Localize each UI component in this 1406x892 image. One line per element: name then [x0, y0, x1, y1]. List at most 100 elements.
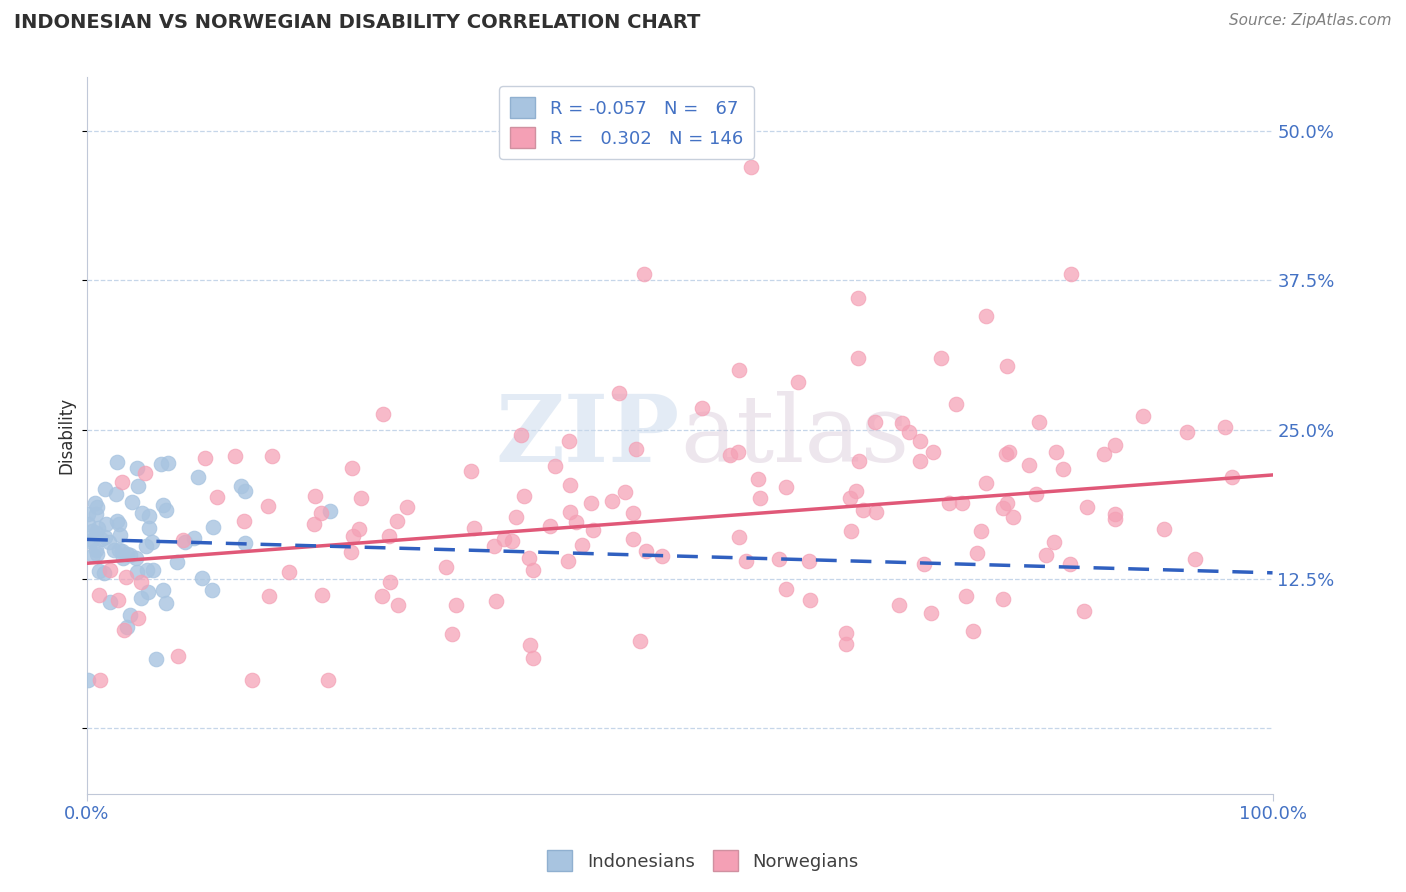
Point	[302, 517, 325, 532]
Point	[173, 535, 195, 549]
Point	[118, 548, 141, 562]
Point	[156, 456, 179, 470]
Point	[835, 625, 858, 640]
Point	[522, 650, 544, 665]
Point	[558, 505, 581, 519]
Point	[84, 526, 107, 541]
Point	[991, 501, 1014, 516]
Point	[624, 442, 647, 456]
Point	[775, 480, 797, 494]
Point	[152, 498, 174, 512]
Point	[129, 591, 152, 605]
Point	[747, 472, 769, 486]
Point	[974, 475, 997, 490]
Point	[690, 401, 713, 415]
Point	[77, 507, 100, 521]
Point	[118, 607, 141, 622]
Point	[347, 522, 370, 536]
Point	[841, 524, 863, 538]
Point	[991, 591, 1014, 606]
Point	[799, 593, 821, 607]
Point	[734, 554, 756, 568]
Point	[371, 589, 394, 603]
Point	[114, 570, 136, 584]
Point	[127, 565, 149, 579]
Text: INDONESIAN VS NORWEGIAN DISABILITY CORRELATION CHART: INDONESIAN VS NORWEGIAN DISABILITY CORRE…	[14, 13, 700, 32]
Point	[1104, 438, 1126, 452]
Point	[242, 673, 264, 688]
Point	[111, 543, 134, 558]
Point	[838, 491, 860, 505]
Point	[1028, 415, 1050, 429]
Point	[108, 542, 131, 557]
Point	[517, 551, 540, 566]
Point	[190, 571, 212, 585]
Point	[387, 514, 409, 528]
Point	[105, 455, 128, 469]
Point	[187, 470, 209, 484]
Point	[152, 582, 174, 597]
Point	[194, 450, 217, 465]
Point	[1092, 447, 1115, 461]
Point	[1184, 552, 1206, 566]
Point	[1059, 557, 1081, 571]
Point	[558, 478, 581, 492]
Point	[966, 546, 988, 560]
Point	[922, 445, 945, 459]
Point	[718, 448, 741, 462]
Point	[571, 537, 593, 551]
Point	[112, 623, 135, 637]
Text: Source: ZipAtlas.com: Source: ZipAtlas.com	[1229, 13, 1392, 29]
Point	[105, 514, 128, 528]
Point	[278, 566, 301, 580]
Point	[340, 461, 363, 475]
Point	[350, 491, 373, 506]
Point	[889, 598, 911, 612]
Point	[111, 475, 134, 489]
Point	[86, 500, 108, 514]
Point	[908, 453, 931, 467]
Point	[628, 634, 651, 648]
Point	[98, 595, 121, 609]
Point	[920, 606, 942, 620]
Point	[945, 397, 967, 411]
Point	[510, 427, 533, 442]
Point	[908, 434, 931, 448]
Legend: R = -0.057   N =   67, R =   0.302   N = 146: R = -0.057 N = 67, R = 0.302 N = 146	[499, 87, 754, 159]
Point	[1018, 458, 1040, 472]
Point	[1002, 510, 1025, 524]
Point	[316, 673, 339, 688]
Point	[84, 543, 107, 558]
Legend: Indonesians, Norwegians: Indonesians, Norwegians	[540, 843, 866, 879]
Point	[396, 500, 419, 514]
Point	[557, 434, 579, 449]
Point	[340, 545, 363, 559]
Point	[233, 535, 256, 549]
Text: atlas: atlas	[679, 391, 910, 481]
Point	[1132, 409, 1154, 424]
Point	[1045, 444, 1067, 458]
Point	[797, 553, 820, 567]
Point	[111, 551, 134, 566]
Point	[544, 459, 567, 474]
Point	[613, 484, 636, 499]
Point	[846, 291, 869, 305]
Point	[519, 638, 541, 652]
Point	[257, 589, 280, 603]
Point	[94, 530, 117, 544]
Text: ZIP: ZIP	[495, 391, 679, 481]
Point	[125, 551, 148, 566]
Point	[173, 533, 195, 547]
Point	[1213, 419, 1236, 434]
Point	[378, 574, 401, 589]
Point	[108, 527, 131, 541]
Point	[728, 363, 751, 377]
Point	[863, 416, 886, 430]
Point	[505, 509, 527, 524]
Point	[257, 499, 280, 513]
Point	[84, 508, 107, 522]
Point	[513, 488, 536, 502]
Point	[105, 487, 128, 501]
Point	[1073, 603, 1095, 617]
Point	[155, 596, 177, 610]
